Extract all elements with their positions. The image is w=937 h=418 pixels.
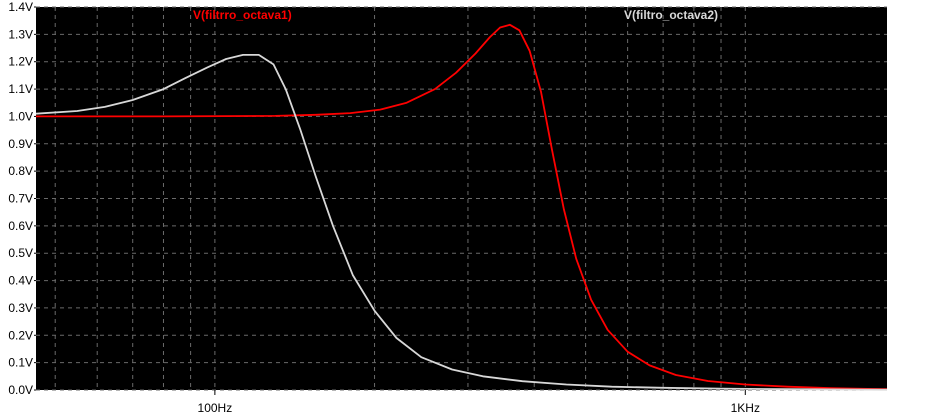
- y-tick-label: 1.1V: [8, 82, 33, 96]
- y-tick-label: 1.3V: [8, 27, 33, 41]
- y-tick-label: 0.6V: [8, 219, 33, 233]
- y-tick-label: 0.4V: [8, 274, 33, 288]
- legend: V(filtrro_octava1) V(filtro_octava2): [193, 8, 718, 22]
- legend-label-series-2: V(filtro_octava2): [624, 8, 718, 22]
- x-tick-label: 100Hz: [198, 401, 233, 415]
- grid-lines: [36, 6, 887, 391]
- y-tick-label: 1.0V: [8, 109, 33, 123]
- y-tick-label: 1.4V: [8, 0, 33, 14]
- y-tick-label: 0.7V: [8, 192, 33, 206]
- y-tick-label: 0.2V: [8, 328, 33, 342]
- y-tick-label: 0.5V: [8, 246, 33, 260]
- y-tick-label: 0.8V: [8, 164, 33, 178]
- y-tick-label: 1.2V: [8, 55, 33, 69]
- y-tick-label: 0.1V: [8, 356, 33, 370]
- axis-labels: 0.0V 0.1V 0.2V 0.3V 0.4V 0.5V 0.6V 0.7V 0.8V 0.9V…: [8, 0, 760, 415]
- y-tick-label: 0.9V: [8, 137, 33, 151]
- x-tick-label: 1KHz: [731, 401, 760, 415]
- y-tick-label: 0.0V: [8, 383, 33, 397]
- y-tick-label: 0.3V: [8, 301, 33, 315]
- series-line-1: [36, 23, 888, 391]
- legend-label-series-1: V(filtrro_octava1): [193, 8, 292, 22]
- series-layer: [35, 23, 888, 391]
- series-line-2: [35, 54, 888, 391]
